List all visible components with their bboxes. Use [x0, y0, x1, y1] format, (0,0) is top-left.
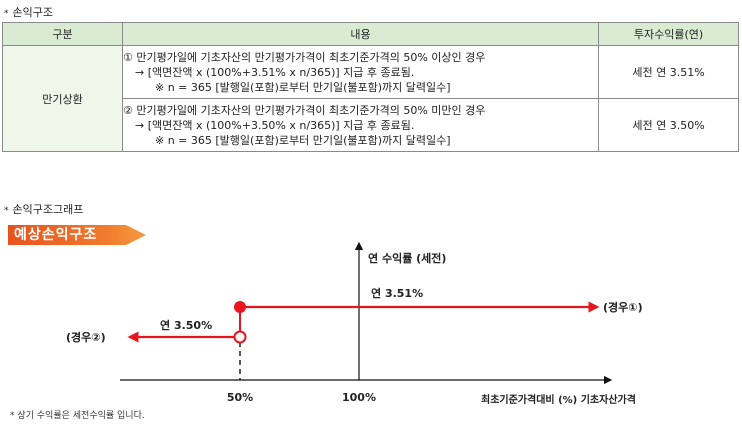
expected-payoff-banner: 예상손익구조: [8, 225, 146, 245]
section-title-text: 손익구조: [12, 6, 53, 19]
category-cell: 만기상환: [2, 45, 123, 152]
filled-point-marker: [234, 301, 246, 313]
condition-line: ① 만기평가일에 기초자산의 만기평가가격이 최초기준가격의 50% 이상인 경…: [123, 50, 486, 64]
tick-label-50: 50%: [227, 391, 253, 404]
header-rate: 투자수익률(연): [598, 22, 739, 46]
case1-label: (경우①): [603, 300, 643, 314]
bullet-mark: *: [4, 206, 9, 216]
rate-cell: 세전 연 3.51%: [598, 45, 739, 99]
open-point-marker: [233, 330, 247, 344]
case2-label: (경우②): [66, 330, 106, 344]
table-row: ② 만기평가일에 기초자산의 만기평가가격이 최초기준가격의 50% 미만인 경…: [3, 98, 739, 152]
table-header-row: 구분 내용 투자수익률(연): [2, 22, 739, 46]
condition-cell: ② 만기평가일에 기초자산의 만기평가가격이 최초기준가격의 50% 미만인 경…: [122, 98, 599, 152]
table-row: 만기상환 ① 만기평가일에 기초자산의 만기평가가격이 최초기준가격의 50% …: [2, 45, 739, 152]
x-axis-label: 최초기준가격대비 (%) 기초자산가격: [481, 393, 636, 406]
footnote: * 상기 수익률은 세전수익률 입니다.: [10, 411, 145, 421]
note-line: ※ n = 365 [발행일(포함)로부터 만기일(불포함)까지 달력일수]: [155, 80, 451, 94]
bullet-mark: *: [4, 9, 9, 19]
note-line: ※ n = 365 [발행일(포함)로부터 만기일(불포함)까지 달력일수]: [155, 133, 451, 147]
rate1-label: 연 3.51%: [371, 286, 423, 300]
section-title-graph: * 손익구조그래프: [4, 201, 83, 217]
rate2-label: 연 3.50%: [160, 318, 212, 332]
payout-line: → [액면잔액 x (100%+3.51% x n/365)] 지급 후 종료됨…: [135, 65, 415, 79]
tick-label-100: 100%: [342, 391, 376, 404]
header-content: 내용: [122, 22, 599, 46]
condition-cell: ① 만기평가일에 기초자산의 만기평가가격이 최초기준가격의 50% 이상인 경…: [122, 45, 599, 99]
payout-line: → [액면잔액 x (100%+3.50% x n/365)] 지급 후 종료됨…: [135, 118, 415, 132]
y-axis-label: 연 수익률 (세전): [368, 251, 446, 265]
section-title-text: 손익구조그래프: [12, 203, 84, 216]
section-title-payoff: * 손익구조: [4, 4, 53, 20]
condition-line: ② 만기평가일에 기초자산의 만기평가가격이 최초기준가격의 50% 미만인 경…: [123, 103, 486, 117]
payoff-table: 구분 내용 투자수익률(연) 만기상환 ① 만기평가일에 기초자산의 만기평가가…: [2, 22, 739, 152]
rate-cell: 세전 연 3.50%: [598, 98, 739, 152]
